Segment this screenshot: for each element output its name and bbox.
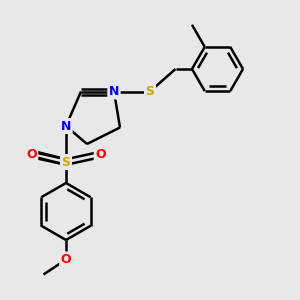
Text: O: O — [95, 148, 106, 161]
Text: S: S — [61, 155, 70, 169]
Text: O: O — [61, 253, 71, 266]
Text: N: N — [61, 119, 71, 133]
Text: N: N — [109, 85, 119, 98]
Text: O: O — [26, 148, 37, 161]
Text: S: S — [146, 85, 154, 98]
